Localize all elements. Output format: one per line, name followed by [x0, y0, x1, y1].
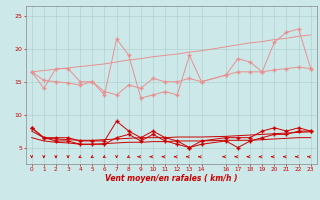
X-axis label: Vent moyen/en rafales ( km/h ): Vent moyen/en rafales ( km/h ) [105, 174, 237, 183]
